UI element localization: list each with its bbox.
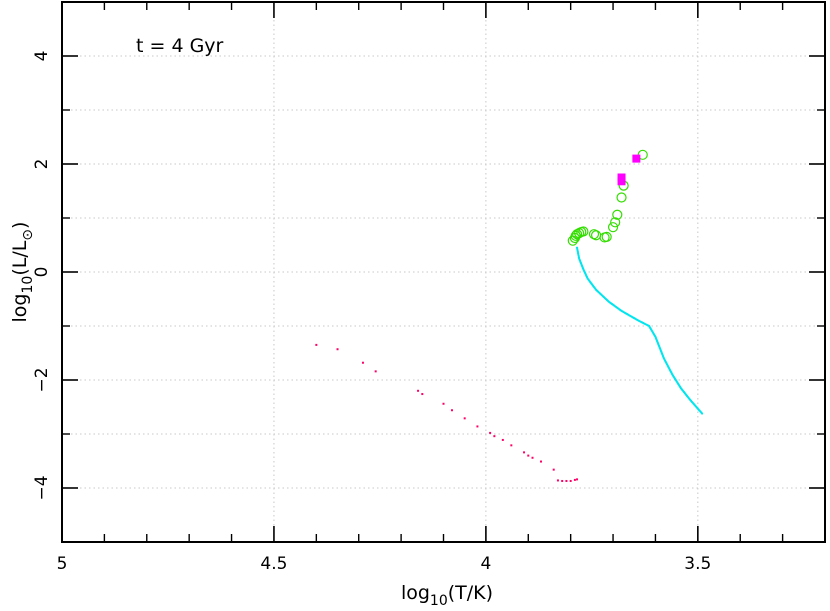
y-tick-label: −4 bbox=[32, 475, 52, 500]
x-tick-label: 4.5 bbox=[260, 554, 287, 574]
x-tick-labels: 5 4.5 4 3.5 bbox=[57, 554, 712, 574]
green-circle-point bbox=[601, 231, 612, 242]
red-dot-point bbox=[531, 456, 534, 459]
y-tick-labels: −4 −2 0 2 4 bbox=[32, 51, 52, 501]
red-dot-point bbox=[527, 454, 530, 457]
red-dot-point bbox=[315, 343, 318, 346]
red-dot-point bbox=[573, 478, 576, 481]
red-dot-point bbox=[463, 417, 466, 420]
red-dot-point bbox=[374, 370, 377, 373]
red-dot-point bbox=[489, 431, 492, 434]
red-dot-point bbox=[501, 438, 504, 441]
green-circle-point bbox=[612, 209, 623, 220]
x-tick-label: 4 bbox=[480, 554, 491, 574]
red-dot-point bbox=[539, 460, 542, 463]
series-dot bbox=[575, 246, 704, 415]
green-circle-point bbox=[610, 217, 621, 228]
series-dot bbox=[315, 343, 579, 482]
red-dot-point bbox=[442, 402, 445, 405]
red-dot-point bbox=[510, 444, 513, 447]
time-annotation: t = 4 Gyr bbox=[136, 35, 224, 57]
red-dot-point bbox=[450, 409, 453, 412]
red-dot-point bbox=[476, 425, 479, 428]
x-axis-label: log10(T/K) bbox=[401, 582, 493, 609]
red-dot-point bbox=[417, 389, 420, 392]
y-tick-label: 0 bbox=[32, 267, 52, 278]
green-circle-point bbox=[588, 229, 600, 240]
series-open-circle bbox=[567, 149, 648, 246]
red-dot-point bbox=[576, 478, 579, 481]
plot-frame bbox=[61, 1, 826, 543]
red-dot-point bbox=[556, 479, 559, 482]
green-circle-point bbox=[607, 222, 619, 233]
green-circle-point bbox=[574, 228, 585, 239]
magenta-square-point bbox=[617, 173, 626, 182]
grid-layer bbox=[61, 2, 825, 542]
green-circle-point bbox=[570, 230, 581, 241]
red-dot-point bbox=[561, 479, 564, 482]
green-circle-point bbox=[578, 226, 589, 237]
red-dot-point bbox=[361, 361, 364, 364]
series-layer bbox=[315, 149, 704, 482]
red-dot-point bbox=[421, 393, 424, 396]
x-tick-label: 3.5 bbox=[684, 554, 711, 574]
red-dot-point bbox=[565, 479, 568, 482]
y-tick-label: 2 bbox=[32, 159, 52, 170]
red-dot-point bbox=[569, 479, 572, 482]
red-dot-point bbox=[336, 348, 339, 351]
red-dot-point bbox=[523, 451, 526, 454]
magenta-square-point bbox=[632, 154, 641, 163]
cyan-track-point bbox=[700, 412, 704, 415]
red-dot-point bbox=[552, 468, 555, 471]
y-tick-label: 4 bbox=[32, 51, 52, 62]
red-dot-point bbox=[493, 435, 496, 438]
y-tick-label: −2 bbox=[32, 367, 52, 392]
series-filled-square bbox=[617, 154, 641, 186]
green-circle-point bbox=[616, 192, 627, 203]
y-axis-label: log10(L/L⊙) bbox=[9, 222, 36, 323]
x-tick-label: 5 bbox=[57, 554, 68, 574]
